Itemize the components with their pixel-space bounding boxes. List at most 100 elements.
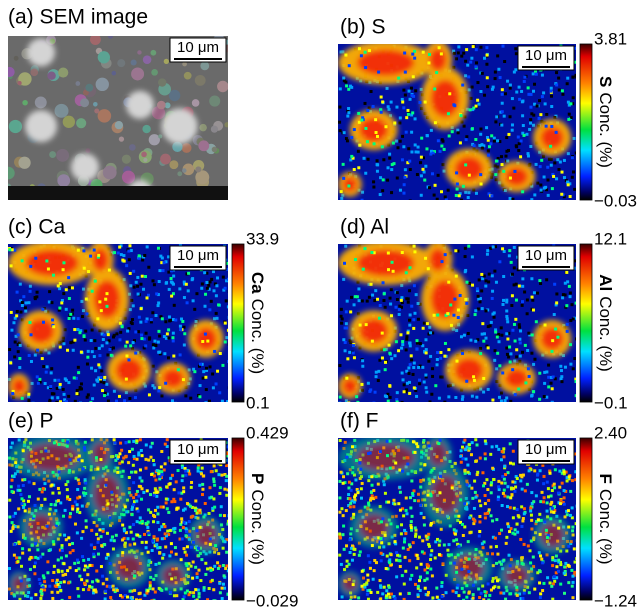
pixel: [443, 195, 447, 199]
pixel: [373, 558, 377, 562]
region: [429, 248, 447, 272]
pixel: [352, 500, 356, 504]
pixel: [122, 529, 126, 533]
pixel: [475, 289, 479, 293]
pixel: [448, 384, 452, 388]
pixel: [85, 362, 89, 366]
pixel: [227, 386, 228, 390]
pixel: [553, 468, 557, 472]
pixel: [491, 564, 495, 568]
pixel: [135, 457, 139, 461]
pixel: [492, 311, 496, 315]
pixel: [202, 588, 206, 592]
particle: [56, 148, 70, 162]
pixel: [533, 469, 537, 473]
pixel: [464, 297, 468, 301]
pixel: [380, 356, 384, 360]
pixel: [468, 531, 472, 535]
pixel: [482, 484, 486, 488]
pixel: [423, 178, 427, 182]
pixel: [505, 346, 509, 350]
pixel: [537, 116, 541, 120]
pixel: [372, 180, 376, 184]
pixel: [379, 536, 383, 540]
pixel: [342, 277, 346, 281]
pixel: [508, 360, 512, 364]
pixel: [361, 587, 365, 591]
pixel: [410, 113, 414, 117]
particle: [8, 166, 15, 180]
pixel: [409, 526, 413, 530]
pixel: [54, 523, 58, 527]
pixel: [376, 482, 380, 486]
pixel: [495, 367, 499, 371]
pixel: [520, 303, 524, 307]
pixel: [467, 281, 471, 285]
pixel: [139, 307, 143, 311]
pixel: [484, 336, 488, 340]
pixel: [442, 543, 446, 547]
particle: [209, 95, 221, 107]
pixel: [545, 553, 549, 557]
pixel: [421, 365, 425, 369]
pixel: [398, 121, 402, 125]
particle: [62, 115, 76, 129]
pixel: [188, 591, 192, 595]
pixel: [422, 170, 426, 174]
pixel: [92, 248, 96, 252]
pixel: [194, 320, 198, 324]
pixel: [490, 172, 494, 176]
pixel: [489, 483, 493, 487]
pixel: [98, 329, 102, 333]
pixel: [134, 351, 138, 355]
pixel: [493, 70, 497, 74]
pixel: [340, 595, 344, 599]
region: [540, 327, 564, 351]
pixel: [573, 259, 576, 263]
pixel: [123, 505, 127, 509]
pixel: [11, 391, 15, 395]
pixel: [571, 574, 575, 578]
region: [342, 378, 358, 394]
pixel: [385, 439, 389, 443]
pixel: [372, 185, 376, 189]
pixel: [162, 335, 166, 339]
pixel: [41, 585, 45, 589]
pixel: [424, 386, 428, 390]
particle: [148, 134, 160, 146]
pixel: [343, 326, 347, 330]
pixel: [574, 522, 576, 526]
pixel: [191, 277, 195, 281]
pixel: [342, 547, 346, 551]
pixel: [529, 506, 533, 510]
pixel: [562, 176, 566, 180]
pixel: [525, 312, 529, 316]
pixel: [559, 582, 563, 586]
pixel: [428, 400, 432, 402]
pixel: [46, 267, 50, 271]
pixel: [501, 44, 505, 48]
region: [454, 358, 484, 383]
pixel: [453, 104, 457, 108]
particle: [102, 165, 117, 180]
pixel: [435, 586, 439, 590]
pixel: [542, 154, 546, 158]
pixel: [479, 132, 483, 136]
pixel: [567, 581, 571, 585]
pixel: [514, 282, 518, 286]
pixel: [338, 395, 342, 399]
pixel: [530, 333, 534, 337]
pixel: [480, 272, 484, 276]
pixel: [563, 565, 567, 569]
pixel: [115, 457, 119, 461]
pixel: [575, 557, 576, 561]
pixel: [404, 508, 408, 512]
pixel: [393, 540, 397, 544]
pixel: [50, 367, 54, 371]
pixel: [76, 478, 80, 482]
pixel: [366, 573, 370, 577]
pixel: [157, 329, 161, 333]
pixel: [32, 514, 36, 518]
pixel: [108, 585, 112, 589]
pixel: [101, 527, 105, 531]
